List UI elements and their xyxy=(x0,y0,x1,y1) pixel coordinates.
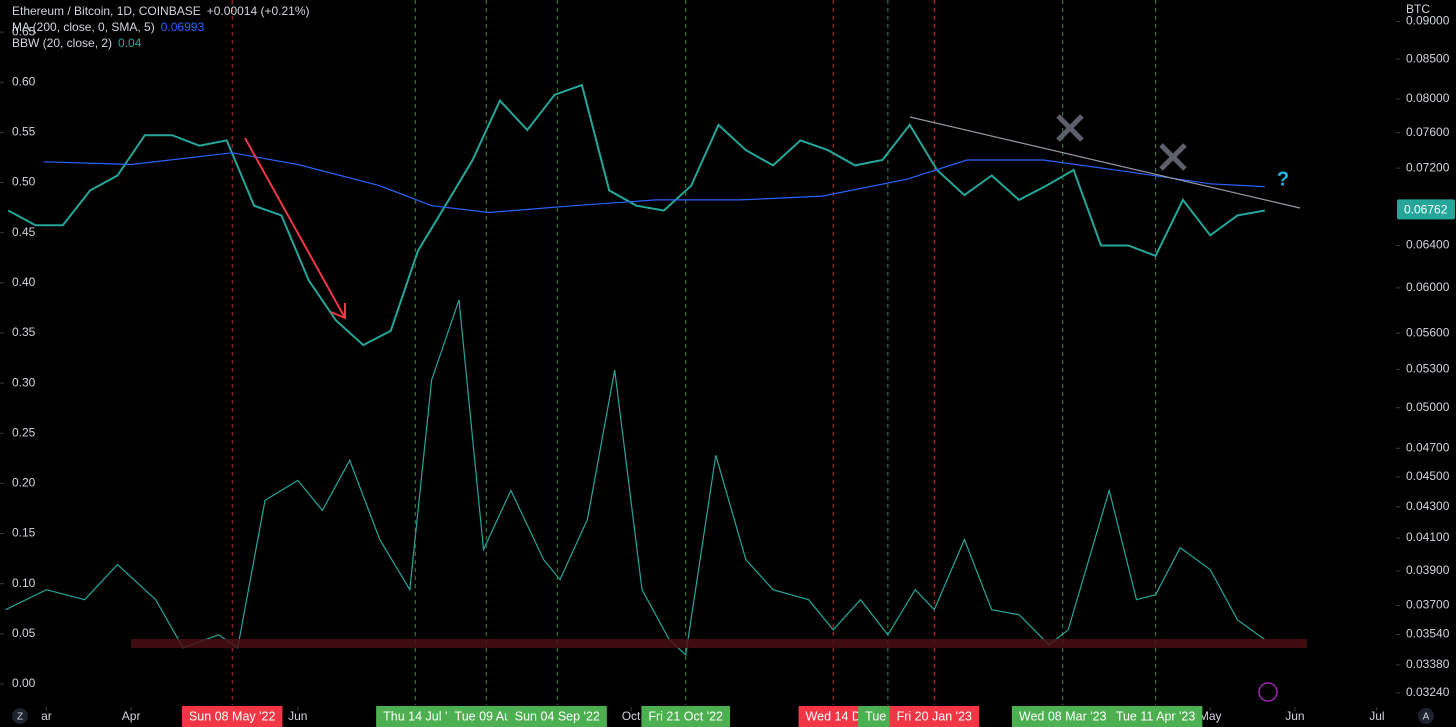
y2-tick-label: 0.15 xyxy=(12,526,36,540)
support-band xyxy=(131,639,1307,648)
event-date-label: Wed 14 D xyxy=(806,709,861,723)
zoom-button[interactable]: Z xyxy=(17,712,23,723)
event-date-box xyxy=(507,706,607,727)
y2-tick-label: 0.35 xyxy=(12,325,36,339)
event-date-label: Tue 09 Aug xyxy=(455,709,519,723)
event-date-label: Thu 14 Jul ' xyxy=(383,709,447,723)
y-tick-label: 0.03240 xyxy=(1406,685,1450,699)
event-date-label: Fri 20 Jan '23 xyxy=(897,709,972,723)
event-date-box xyxy=(641,706,731,727)
x-tick-label: Oct xyxy=(622,709,641,723)
y2-tick-label: 0.55 xyxy=(12,125,36,139)
series-line xyxy=(43,152,1265,214)
event-date-label: Sun 04 Sep '22 xyxy=(515,709,600,723)
last-price-label: 0.06762 xyxy=(1404,203,1448,217)
y-tick-label: 0.03700 xyxy=(1406,598,1450,612)
resistance-line xyxy=(909,116,1301,209)
event-date-label: Tue 11 Apr '23 xyxy=(1116,709,1196,723)
event-date-box xyxy=(181,706,283,727)
y-tick-label: 0.08500 xyxy=(1406,51,1450,65)
y-tick-label: 0.06000 xyxy=(1406,280,1450,294)
y-tick-label: 0.03540 xyxy=(1406,627,1450,641)
series-line xyxy=(5,299,1266,657)
y2-tick-label: 0.05 xyxy=(12,626,36,640)
y-tick-label: 0.08000 xyxy=(1406,91,1450,105)
symbol-title: Ethereum / Bitcoin, 1D, COINBASE xyxy=(12,4,201,18)
event-date-box xyxy=(376,706,455,727)
event-date-label: Sun 08 May '22 xyxy=(189,709,276,723)
event-date-box xyxy=(447,706,526,727)
y-tick-label: 0.03900 xyxy=(1406,563,1450,577)
y-tick-label: 0.04700 xyxy=(1406,441,1450,455)
y-tick-label: 0.05000 xyxy=(1406,400,1450,414)
x-mark xyxy=(1056,114,1187,171)
y-tick-label: 0.07600 xyxy=(1406,125,1450,139)
y-tick-label: 0.09000 xyxy=(1406,14,1450,28)
x-tick-label: Jul xyxy=(1369,709,1384,723)
series-line xyxy=(7,83,1266,347)
y2-tick-label: 0.40 xyxy=(12,275,36,289)
annotation-question: ? xyxy=(1277,168,1289,190)
y-tick-label: 0.04100 xyxy=(1406,530,1450,544)
event-date-box xyxy=(1011,706,1114,727)
y2-tick-label: 0.50 xyxy=(12,175,36,189)
y-tick-label: 0.05300 xyxy=(1406,362,1450,376)
auto-button[interactable]: A xyxy=(1423,712,1430,723)
zoom-button-bg[interactable] xyxy=(12,708,28,724)
y2-tick-label: 0.60 xyxy=(12,74,36,88)
lightning-icon[interactable] xyxy=(1258,682,1278,702)
y-tick-label: 0.03380 xyxy=(1406,657,1450,671)
auto-button-bg[interactable] xyxy=(1418,708,1434,724)
y2-tick-label: 0.30 xyxy=(12,375,36,389)
last-price-tag xyxy=(1397,199,1455,220)
y-tick-label: 0.06400 xyxy=(1406,238,1450,252)
axis-unit: BTC xyxy=(1406,2,1430,16)
y2-tick-label: 0.10 xyxy=(12,576,36,590)
event-date-label: Fri 21 Oct '22 xyxy=(648,709,723,723)
x-tick-label: ar xyxy=(41,709,52,723)
y-tick-label: 0.05600 xyxy=(1406,325,1450,339)
event-date-box xyxy=(1108,706,1203,727)
trend-arrow xyxy=(244,137,346,319)
bbw-legend: BBW (20, close, 2) xyxy=(12,36,112,50)
x-tick-label: Jun xyxy=(1285,709,1304,723)
event-date-label: Wed 08 Mar '23 xyxy=(1019,709,1107,723)
bbw-value: 0.04 xyxy=(118,36,142,50)
y2-tick-label: 0.45 xyxy=(12,225,36,239)
y-tick-label: 0.07200 xyxy=(1406,160,1450,174)
event-date-box xyxy=(889,706,979,727)
y2-tick-label: 0.25 xyxy=(12,425,36,439)
x-tick-label: May xyxy=(1199,709,1222,723)
price-change: +0.00014 (+0.21%) xyxy=(207,4,310,18)
y-tick-label: 0.04300 xyxy=(1406,499,1450,513)
x-tick-label: Apr xyxy=(122,709,141,723)
ma-legend: MA (200, close, 0, SMA, 5) xyxy=(12,20,155,34)
y2-tick-label: 0.65 xyxy=(12,24,36,38)
y2-tick-label: 0.00 xyxy=(12,676,36,690)
y2-tick-label: 0.20 xyxy=(12,476,36,490)
x-tick-label: Jun xyxy=(288,709,307,723)
arrow-head xyxy=(330,303,346,320)
event-date-box xyxy=(798,706,868,727)
y-tick-label: 0.04500 xyxy=(1406,469,1450,483)
ma-value: 0.06993 xyxy=(161,20,205,34)
